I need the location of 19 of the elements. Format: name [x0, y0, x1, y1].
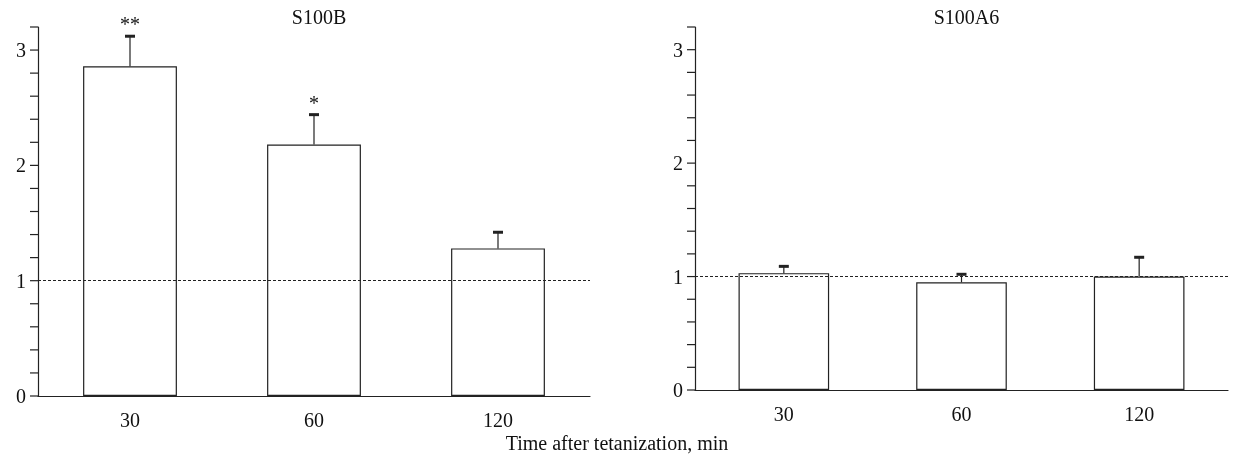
x-tick-label: 30: [773, 403, 794, 425]
y-tick-label: 1: [673, 265, 683, 288]
y-tick-label: 2: [16, 154, 26, 177]
y-tick-label: 0: [16, 385, 26, 407]
annotation: **: [120, 13, 140, 36]
x-tick-label: 120: [483, 409, 513, 431]
x-axis-title: Time after tetanization, min: [504, 432, 730, 455]
chart-title: S100A6: [933, 6, 1000, 28]
y-tick-label: 1: [16, 269, 26, 292]
x-tick-label: 60: [951, 403, 972, 425]
annotation: *: [309, 91, 319, 114]
x-tick-label: 60: [304, 409, 324, 431]
y-tick-label: 2: [673, 152, 683, 175]
x-tick-label: 120: [1124, 403, 1155, 425]
y-tick-label: 3: [16, 39, 26, 62]
y-tick-label: 0: [673, 379, 683, 401]
chart-title: S100B: [291, 6, 347, 28]
y-tick-label: 3: [673, 38, 683, 61]
x-tick-label: 30: [120, 409, 140, 431]
